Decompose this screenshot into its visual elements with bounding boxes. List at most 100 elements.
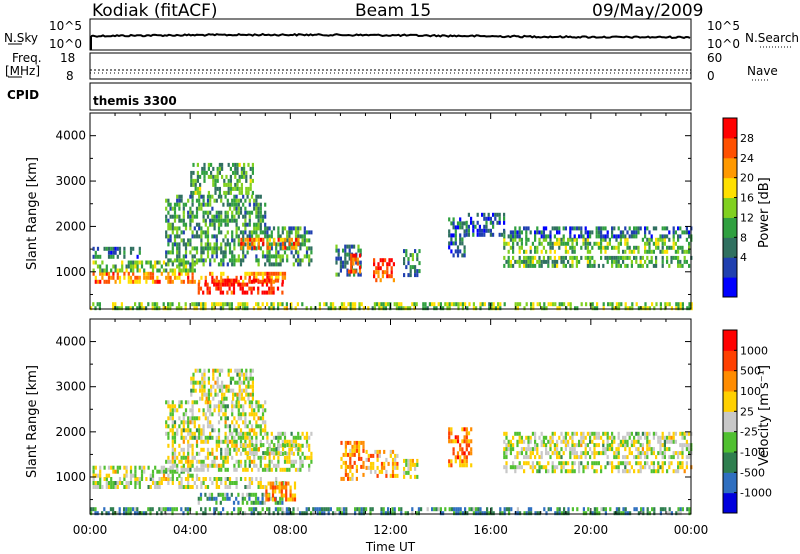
- power-ytick-label: 2000: [55, 219, 86, 233]
- nave-tick-high: 60: [707, 51, 723, 65]
- velocity-echo-region: [240, 443, 300, 456]
- power-echo-region: [448, 217, 466, 258]
- power-echo-region: [197, 278, 284, 295]
- power-ytick-label: 1000: [55, 265, 86, 279]
- power-colorbar-tick-label: 24: [740, 152, 754, 165]
- nsky-panel: [89, 18, 692, 51]
- velocity-ytick-label: 4000: [55, 335, 86, 349]
- freq-label: Freq.: [12, 51, 42, 65]
- freq-panel: [89, 52, 692, 80]
- power-colorbar-segment: [723, 118, 737, 139]
- power-colorbar-tick-label: 20: [740, 172, 754, 185]
- power-colorbar-tick-label: 12: [740, 211, 754, 224]
- time-tick-label: 20:00: [574, 523, 609, 537]
- power-colorbar-tick-label: 28: [740, 132, 754, 145]
- velocity-echo-region: [197, 492, 284, 505]
- velocity-colorbar-segment: [723, 452, 737, 473]
- power-colorbar-segment: [723, 137, 737, 159]
- velocity-colorbar-tick-label: 1000: [740, 344, 768, 357]
- nave-tick-low: 0: [707, 69, 715, 83]
- power-echo-region: [373, 258, 395, 283]
- power-colorbar-segment: [723, 197, 737, 218]
- freq-tick-high: 18: [60, 51, 76, 65]
- nsky-label: N.Sky: [4, 31, 39, 45]
- velocity-colorbar-segment: [723, 472, 737, 494]
- date-title: 09/May/2009: [592, 1, 704, 21]
- power-echo-region: [403, 249, 421, 278]
- power-colorbar-segment: [723, 157, 737, 179]
- velocity-colorbar-tick-label: -1000: [740, 487, 772, 500]
- velocity-ytick-label: 2000: [55, 425, 86, 439]
- velocity-colorbar-frame: [722, 329, 738, 514]
- nsearch-tick-high: 10^5: [707, 19, 740, 33]
- freq-tick-low: 8: [66, 69, 74, 83]
- velocity-echo-region: [190, 368, 254, 401]
- velocity-ylabel: Slant Range [km]: [25, 365, 40, 478]
- velocity-ytick-label: 1000: [55, 470, 86, 484]
- station-title: Kodiak (fitACF): [92, 1, 218, 21]
- velocity-echo-region: [265, 481, 297, 502]
- velocity-colorbar-segment: [723, 431, 737, 453]
- cpid-value: themis 3300: [93, 94, 177, 108]
- velocity-colorbar-tick-label: 100: [740, 385, 761, 398]
- velocity-echo-region: [165, 431, 313, 472]
- velocity-colorbar-tick-label: -100: [740, 446, 765, 459]
- power-echo-region: [347, 253, 362, 274]
- velocity-echo-region: [503, 431, 693, 444]
- power-colorbar-segment: [723, 257, 737, 278]
- power-data: [90, 162, 693, 311]
- nsky-tick-high: 10^5: [49, 19, 82, 33]
- velocity-echo-region: [503, 443, 693, 460]
- velocity-echo-region: [90, 507, 691, 516]
- nsky-line: [90, 32, 691, 40]
- velocity-echo-region: [503, 461, 693, 474]
- nsearch-label: N.Search: [745, 31, 800, 45]
- power-ytick-label: 3000: [55, 174, 86, 188]
- velocity-colorbar-tick-label: 500: [740, 365, 761, 378]
- nsearch-tick-low: 10^0: [707, 37, 740, 51]
- power-echo-region: [503, 226, 693, 239]
- velocity-ytick-label: 3000: [55, 380, 86, 394]
- velocity-echo-region: [448, 427, 473, 468]
- time-axis-label: Time UT: [365, 540, 416, 554]
- nsky-tick-low: 10^0: [49, 37, 82, 51]
- nave-label: Nave: [747, 64, 778, 78]
- time-tick-label: 12:00: [373, 523, 408, 537]
- power-ylabel: Slant Range [km]: [25, 157, 40, 270]
- time-tick-label: 04:00: [173, 523, 208, 537]
- velocity-colorbar-segment: [723, 492, 737, 514]
- power-colorbar-label: Power [dB]: [757, 177, 772, 248]
- time-tick-label: 16:00: [473, 523, 508, 537]
- cpid-label: CPID: [7, 88, 40, 102]
- time-tick-label: 08:00: [273, 523, 308, 537]
- velocity-echo-region: [92, 477, 287, 489]
- power-echo-region: [190, 162, 254, 195]
- velocity-colorbar-segment: [723, 350, 737, 372]
- freq-unit-label: [MHz]: [5, 64, 41, 78]
- power-colorbar-tick-label: 16: [740, 192, 754, 205]
- velocity-colorbar-tick-label: 25: [740, 405, 754, 418]
- velocity-colorbar-segment: [723, 330, 737, 351]
- power-echo-region: [503, 237, 693, 254]
- power-echo-region: [165, 194, 267, 227]
- power-echo-region: [165, 226, 313, 267]
- power-echo-region: [90, 302, 693, 311]
- power-colorbar-segment: [723, 237, 737, 258]
- velocity-echo-region: [403, 458, 419, 479]
- power-echo-region: [240, 237, 300, 250]
- cpid-panel: [89, 82, 692, 111]
- power-echo-region: [465, 212, 506, 237]
- velocity-colorbar-segment: [723, 411, 737, 433]
- velocity-colorbar-tick-label: -500: [740, 466, 765, 479]
- velocity-echo-region: [365, 449, 399, 478]
- velocity-colorbar-tick-label: -25: [740, 426, 758, 439]
- power-colorbar-frame: [722, 117, 738, 298]
- power-echo-region: [92, 246, 141, 259]
- velocity-colorbar-segment: [723, 391, 737, 412]
- power-colorbar-segment: [723, 177, 737, 199]
- beam-title: Beam 15: [355, 1, 432, 21]
- velocity-echo-region: [165, 400, 267, 433]
- time-tick-label: 00:00: [674, 523, 709, 537]
- velocity-echo-region: [340, 440, 365, 481]
